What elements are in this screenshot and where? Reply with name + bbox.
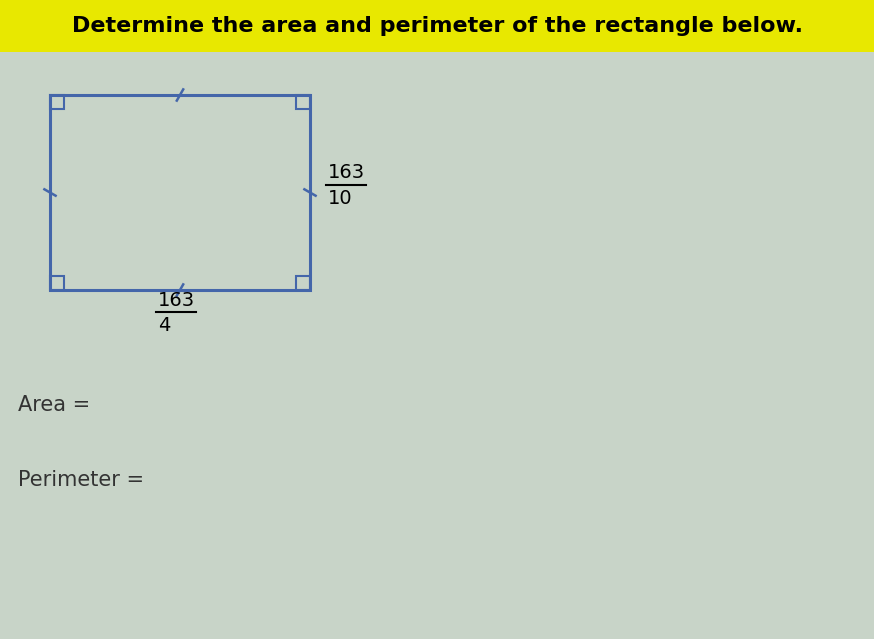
- Text: 163: 163: [328, 164, 365, 183]
- Bar: [50, 276, 64, 290]
- Bar: [0, 0, 874, 52]
- Bar: [296, 95, 310, 109]
- Text: Perimeter =: Perimeter =: [18, 470, 144, 490]
- Text: 163: 163: [158, 291, 195, 310]
- Text: 4: 4: [158, 316, 170, 335]
- Bar: [50, 95, 64, 109]
- Bar: [50, 95, 310, 290]
- Text: Determine the area and perimeter of the rectangle below.: Determine the area and perimeter of the …: [72, 16, 802, 36]
- Bar: [296, 276, 310, 290]
- Text: Area =: Area =: [18, 395, 90, 415]
- Text: 10: 10: [328, 189, 352, 208]
